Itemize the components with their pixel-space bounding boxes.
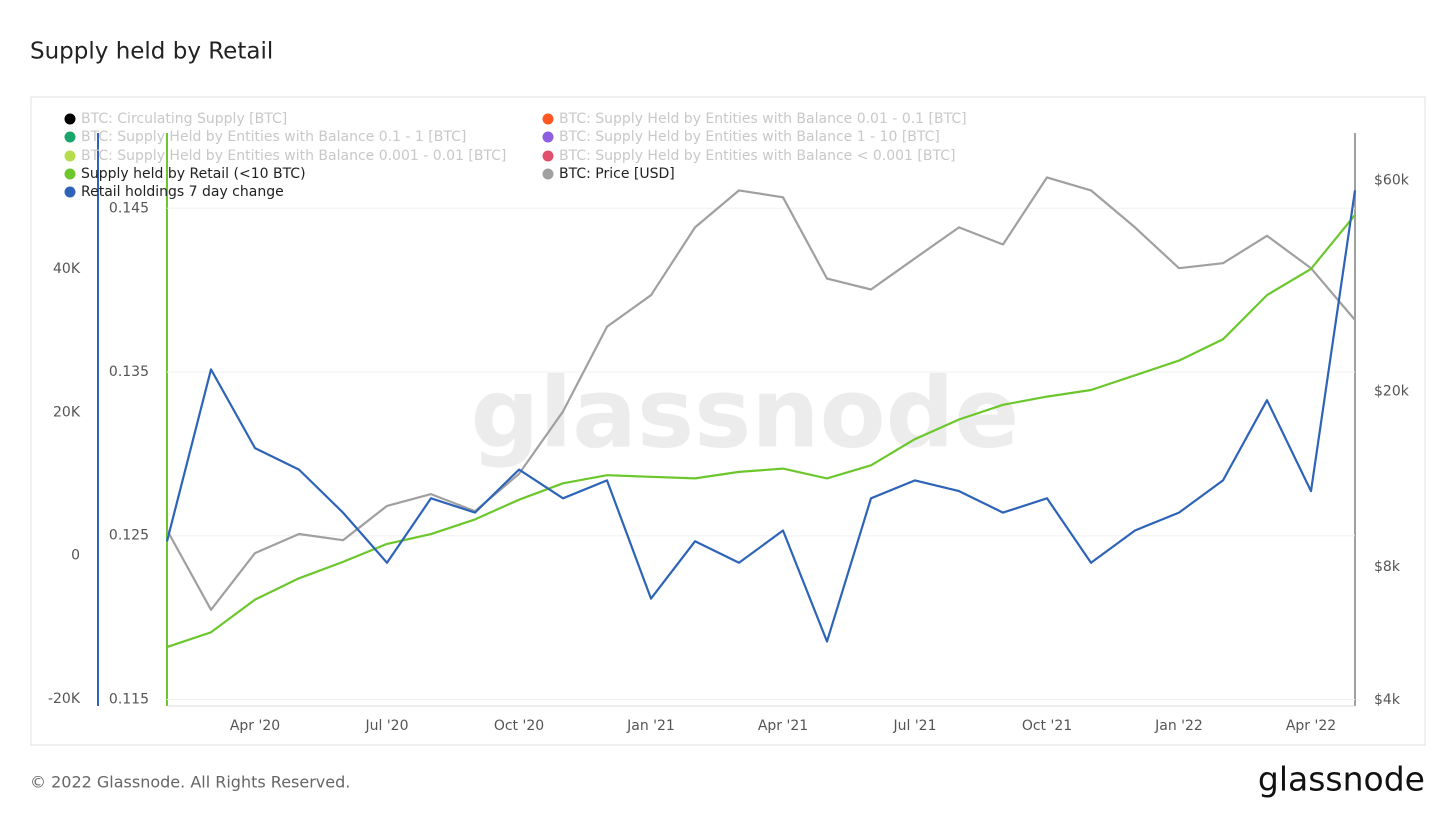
y-tick-label: 20K bbox=[53, 404, 81, 420]
x-tick-label: Apr '20 bbox=[230, 718, 280, 734]
x-tick-label: Oct '20 bbox=[494, 718, 544, 734]
x-tick-label: Jul '21 bbox=[892, 718, 936, 734]
y2-tick-label: $8k bbox=[1374, 559, 1401, 575]
y-tick-label: -20K bbox=[48, 691, 81, 707]
watermark: glassnode bbox=[471, 357, 1020, 469]
legend-marker bbox=[64, 186, 76, 198]
legend-marker bbox=[542, 131, 554, 143]
legend-marker bbox=[542, 168, 554, 180]
x-tick-label: Oct '21 bbox=[1022, 718, 1072, 734]
x-tick-label: Jan '22 bbox=[1154, 718, 1203, 734]
x-tick-label: Jan '21 bbox=[626, 718, 675, 734]
x-tick-label: Apr '22 bbox=[1286, 718, 1336, 734]
y2-tick-label: $20k bbox=[1374, 383, 1410, 399]
legend-marker bbox=[542, 113, 554, 125]
legend-marker bbox=[542, 150, 554, 162]
series-line bbox=[165, 190, 1357, 643]
x-tick-label: Apr '21 bbox=[758, 718, 808, 734]
legend-label: BTC: Price [USD] bbox=[559, 166, 675, 182]
y-tick-label: 40K bbox=[53, 261, 81, 277]
x-tick-label: Jul '20 bbox=[364, 718, 408, 734]
y-tick-label: 0.115 bbox=[109, 691, 149, 707]
legend-marker bbox=[64, 113, 76, 125]
legend-label: Supply held by Retail (<10 BTC) bbox=[81, 166, 306, 182]
legend-label: BTC: Circulating Supply [BTC] bbox=[81, 111, 287, 127]
legend-label: BTC: Supply Held by Entities with Balanc… bbox=[559, 148, 955, 164]
series-line bbox=[166, 214, 1356, 649]
legend-marker bbox=[64, 150, 76, 162]
chart-frame bbox=[30, 96, 1426, 746]
brand-logo: glassnode bbox=[1258, 760, 1425, 799]
series-line bbox=[166, 176, 1356, 611]
y2-tick-label: $60k bbox=[1374, 173, 1410, 189]
y2-tick-label: $4k bbox=[1374, 692, 1401, 708]
legend-marker bbox=[64, 131, 76, 143]
legend-marker bbox=[64, 168, 76, 180]
legend-label: BTC: Supply Held by Entities with Balanc… bbox=[81, 129, 466, 145]
y-tick-label: 0.145 bbox=[109, 200, 149, 216]
legend-label: BTC: Supply Held by Entities with Balanc… bbox=[559, 111, 967, 127]
y-tick-label: 0 bbox=[71, 548, 80, 564]
y-tick-label: 0.135 bbox=[109, 364, 149, 380]
y-tick-label: 0.125 bbox=[109, 528, 149, 544]
footer: © 2022 Glassnode. All Rights Reserved. bbox=[30, 773, 350, 792]
legend-label: Retail holdings 7 day change bbox=[81, 184, 284, 200]
legend-label: BTC: Supply Held by Entities with Balanc… bbox=[559, 129, 940, 145]
chart-title: Supply held by Retail bbox=[30, 39, 273, 65]
legend-label: BTC: Supply Held by Entities with Balanc… bbox=[81, 148, 506, 164]
